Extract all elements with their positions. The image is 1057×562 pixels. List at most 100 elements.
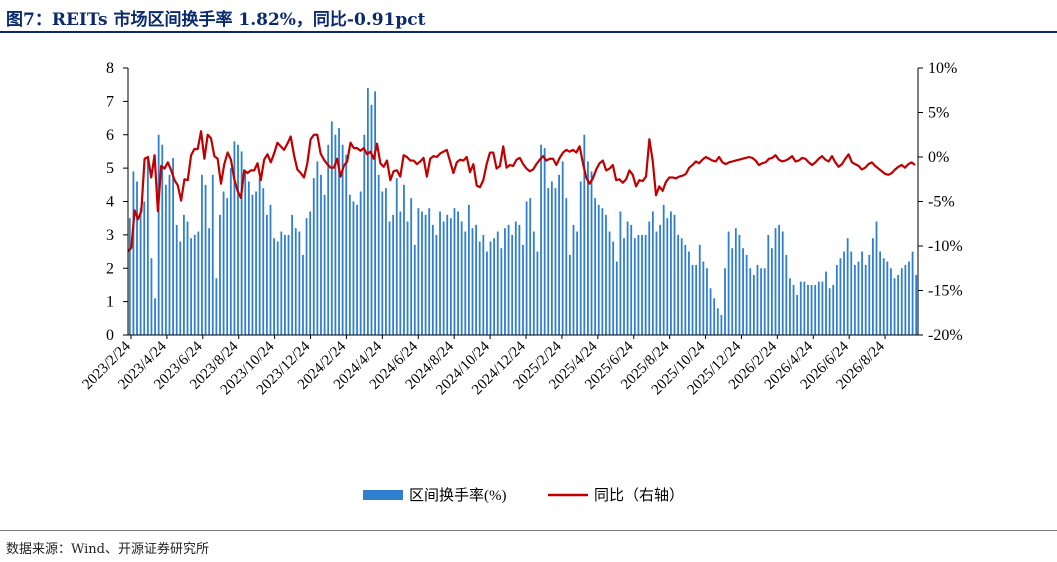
bar (486, 251, 488, 335)
data-source: 数据来源：Wind、开源证券研究所 (6, 542, 209, 557)
bar (172, 158, 174, 335)
bar (457, 211, 459, 335)
bar (442, 221, 445, 335)
bar (868, 254, 871, 335)
bar (525, 201, 528, 335)
bar (648, 221, 651, 335)
y-right-tick-label: 10% (928, 60, 957, 77)
y-left-tick-label: 6 (106, 127, 114, 144)
bar (413, 244, 416, 335)
bar (615, 261, 618, 335)
bar (893, 278, 896, 335)
bar (435, 234, 438, 336)
bar (482, 234, 485, 336)
bar (305, 218, 308, 335)
bar (258, 178, 261, 335)
bar (619, 211, 622, 335)
bar (875, 221, 878, 335)
bar (219, 214, 221, 335)
bar (911, 251, 914, 335)
bar (536, 251, 539, 335)
bar (666, 218, 669, 335)
bar (518, 224, 521, 335)
legend-bar-label: 区间换手率(%) (409, 487, 507, 504)
bar (338, 128, 340, 335)
bar (572, 224, 575, 335)
bar (431, 224, 434, 335)
bar (576, 231, 579, 335)
bar (583, 134, 586, 335)
bar (670, 211, 672, 335)
bar (363, 134, 366, 335)
yoy-line (127, 130, 916, 253)
bar (237, 144, 239, 335)
bar (467, 204, 470, 335)
bar (839, 258, 842, 335)
bar (799, 281, 802, 335)
y-left-tick-label: 4 (106, 194, 114, 211)
bar (651, 211, 654, 335)
bar (695, 264, 698, 335)
bar (493, 238, 496, 335)
bar (143, 201, 146, 335)
bar (529, 198, 532, 335)
bar (568, 254, 571, 335)
bar (262, 188, 265, 335)
bar (698, 244, 701, 335)
bar (388, 221, 391, 335)
bar (439, 211, 441, 335)
bar (590, 171, 593, 335)
bar (641, 234, 643, 336)
bar (222, 191, 225, 335)
bar (760, 268, 762, 335)
y-right-tick-label: -15% (928, 283, 963, 300)
bar (550, 181, 553, 335)
bar (688, 251, 690, 335)
bar (843, 251, 845, 335)
chart-title: 图7：REITs 市场区间换手率 1.82%，同比-0.91pct (6, 10, 426, 30)
bar (745, 254, 748, 335)
bar (475, 224, 477, 335)
bar (161, 144, 164, 335)
bar (168, 174, 171, 335)
bar (399, 211, 402, 335)
bar (150, 258, 153, 335)
y-right-tick-label: -5% (928, 194, 955, 211)
bar (496, 231, 499, 335)
bar (139, 208, 142, 335)
bar (547, 188, 550, 335)
bar (190, 238, 193, 335)
bar (417, 208, 420, 335)
bar (511, 234, 514, 336)
bar (706, 268, 708, 335)
bar (861, 251, 863, 335)
bar (810, 284, 813, 335)
footer-divider (0, 530, 1057, 531)
bar (749, 268, 752, 335)
bar (558, 174, 560, 335)
bar (713, 298, 716, 335)
bar (247, 181, 250, 335)
bar (276, 241, 279, 335)
bar (522, 244, 524, 335)
bar (359, 191, 362, 335)
bar (742, 248, 744, 335)
bar (298, 231, 301, 335)
y-left-tick-label: 0 (106, 327, 114, 344)
bar (128, 218, 131, 335)
bar (915, 274, 918, 335)
bar (659, 224, 661, 335)
bar (882, 258, 885, 335)
bar (561, 161, 564, 335)
bar (825, 271, 827, 335)
y-left-tick-label: 5 (106, 160, 114, 177)
bar (612, 241, 615, 335)
bar (146, 158, 149, 335)
bar (204, 184, 207, 335)
bar (179, 241, 182, 335)
bar (211, 174, 214, 335)
bar (312, 178, 315, 335)
y-left-tick-label: 7 (106, 93, 114, 110)
bar (724, 268, 726, 335)
bar (543, 148, 546, 335)
